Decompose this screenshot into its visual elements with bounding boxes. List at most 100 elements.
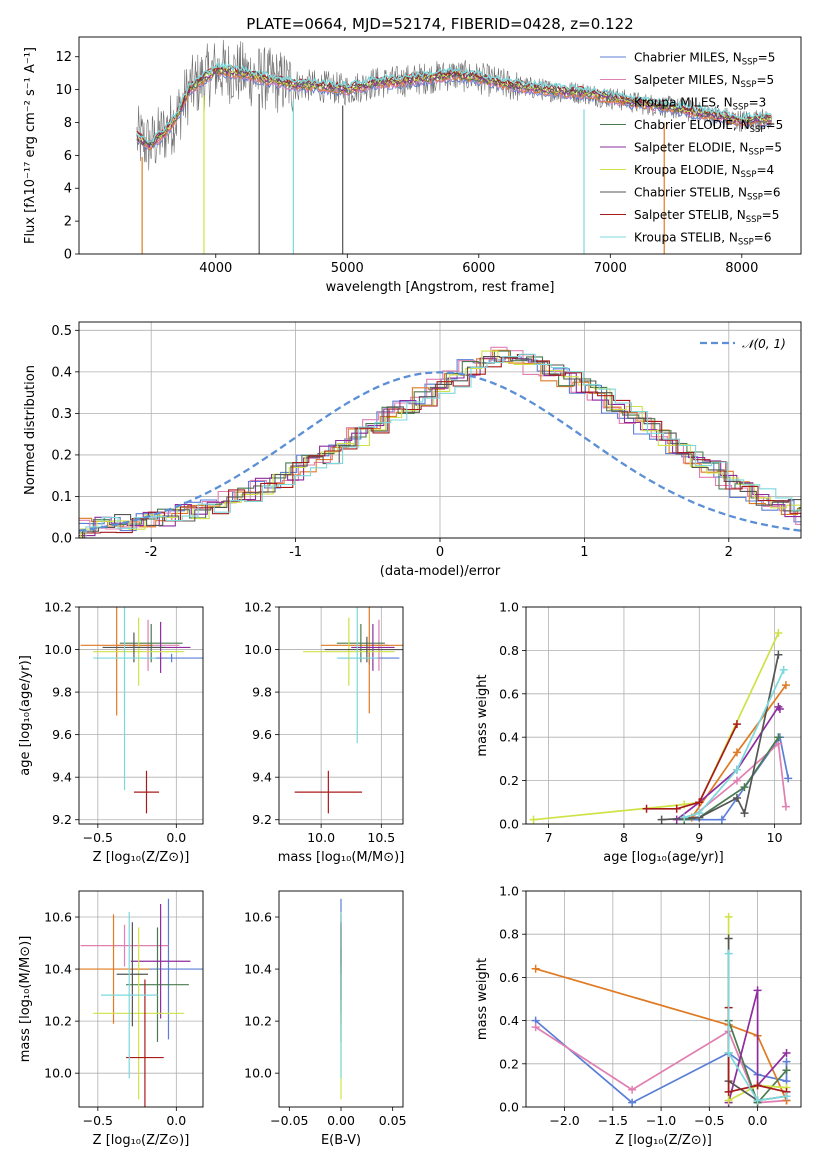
y-tick-label: 10.6 — [244, 910, 272, 925]
x-tick-label: 4000 — [199, 261, 232, 276]
error-bar-point — [102, 632, 166, 663]
x-axis-label: (data-model)/error — [380, 564, 501, 579]
x-tick-label: 8 — [620, 830, 628, 845]
weight-marker — [740, 783, 749, 792]
error-bar-point — [321, 607, 403, 714]
legend-label: Salpeter MILES, NSSP=5 — [634, 73, 774, 90]
weight-marker — [642, 804, 651, 813]
weight-marker — [732, 765, 741, 774]
y-tick-label: 10.0 — [244, 642, 272, 657]
x-tick-label: 2 — [725, 545, 733, 560]
x-tick-label: 10 — [767, 830, 783, 845]
weight-marker — [732, 776, 741, 785]
y-tick-label: 9.8 — [252, 685, 272, 700]
x-tick-label: 8000 — [725, 261, 758, 276]
error-bar-point — [80, 607, 153, 716]
panel-spectrum: 4000 5000 6000 7000 8000 0 2 4 6 8 10 12 wavelength … — [23, 36, 802, 295]
error-bar-point — [303, 617, 395, 686]
x-axis-label: mass [log₁₀(M/M⊙)] — [278, 850, 405, 865]
y-tick-label: 9.2 — [252, 812, 272, 827]
x-tick-label: 0 — [436, 545, 444, 560]
legend-label: 𝒩(0, 1) — [742, 337, 786, 351]
x-tick-label: 6000 — [462, 261, 495, 276]
y-tick-label: 0.6 — [499, 970, 519, 985]
y-tick-label: 10.4 — [44, 962, 72, 977]
error-bar-point — [93, 607, 156, 790]
y-tick-label: 10.6 — [44, 910, 72, 925]
weight-marker — [779, 665, 788, 674]
error-bar-point — [351, 624, 395, 671]
y-tick-label: 8 — [64, 116, 72, 131]
y-tick-label: 12 — [55, 50, 72, 65]
weight-marker — [753, 1081, 762, 1090]
weight-marker — [781, 802, 790, 811]
histogram-step — [83, 354, 801, 538]
weight-marker — [781, 681, 790, 690]
y-tick-label: 10.2 — [44, 1014, 72, 1029]
histogram-step — [80, 350, 801, 538]
y-tick-label: 10.2 — [44, 600, 72, 615]
model-spectrum-line — [136, 61, 772, 144]
error-bar-point — [336, 624, 385, 663]
error-bar-point — [126, 927, 189, 1042]
x-axis-label: Z [log₁₀(Z/Z⊙)] — [93, 1133, 190, 1148]
y-tick-label: 6 — [64, 149, 72, 164]
weight-marker — [740, 809, 749, 818]
weight-line — [683, 669, 785, 819]
y-axis-label: Flux [fλ10⁻¹⁷ erg cm⁻² s⁻¹ A⁻¹] — [23, 47, 38, 244]
weight-marker — [657, 815, 666, 824]
x-axis-label: E(B-V) — [321, 1133, 361, 1148]
weight-line — [646, 723, 738, 810]
plot-area — [294, 607, 403, 814]
legend-entry: Kroupa ELODIE, NSSP=4 — [600, 163, 774, 180]
weight-marker — [695, 809, 704, 818]
error-bar-point — [133, 770, 160, 814]
legend-label: Kroupa ELODIE, NSSP=4 — [634, 163, 774, 180]
x-tick-label: −0.05 — [270, 1113, 308, 1128]
x-axis-label: wavelength [Angstrom, rest frame] — [326, 280, 555, 295]
y-axis-label: age [log₁₀(age/yr)] — [18, 655, 33, 776]
figure-title: PLATE=0664, MJD=52174, FIBERID=0428, z=0… — [246, 15, 633, 33]
x-tick-label: -1 — [289, 545, 302, 560]
legend-label: Salpeter STELIB, NSSP=5 — [634, 208, 779, 225]
weight-marker — [774, 733, 783, 742]
x-tick-label: −1.5 — [598, 1113, 628, 1128]
y-tick-label: 0.4 — [499, 1013, 519, 1028]
y-tick-label: 9.2 — [52, 812, 72, 827]
axes-frame — [278, 890, 404, 1108]
x-tick-label: −0.5 — [83, 1113, 113, 1128]
normal-curve — [79, 371, 801, 532]
x-tick-label: 5000 — [331, 261, 364, 276]
y-tick-label: 1.0 — [499, 884, 519, 899]
legend-entry: Chabrier MILES, NSSP=5 — [600, 51, 775, 68]
legend-label: Chabrier ELODIE, NSSP=5 — [634, 118, 783, 135]
y-tick-label: 4 — [64, 182, 72, 197]
model-spectrum-line — [136, 67, 772, 148]
x-tick-label: −2.0 — [549, 1113, 579, 1128]
x-tick-label: 1 — [580, 545, 588, 560]
error-bar-point — [130, 904, 191, 1019]
weight-marker — [782, 1057, 791, 1066]
axes-frame — [525, 890, 802, 1108]
panel-mass_vs_EBV: −0.05 0.00 0.05 10.0 10.2 10.4 10.6 E(B-V) — [244, 890, 407, 1148]
y-tick-label: 0.4 — [499, 730, 519, 745]
weight-marker — [717, 815, 726, 824]
error-bar-point — [294, 770, 363, 814]
x-tick-label: −0.5 — [83, 830, 113, 845]
y-tick-label: 10.0 — [44, 642, 72, 657]
x-axis-label: age [log₁₀(age/yr)] — [603, 850, 724, 865]
weight-line — [691, 741, 787, 819]
panel-weight_vs_Z: −2.0 −1.5 −1.0 −0.5 0.0 0.0 0.2 0.4 0.6 0.8 1.0 Z [… — [475, 884, 802, 1148]
weight-marker — [724, 934, 733, 943]
x-tick-label: 0.00 — [327, 1113, 355, 1128]
y-tick-label: 0.5 — [51, 324, 72, 339]
y-tick-label: 2 — [64, 215, 72, 230]
x-tick-label: 0.0 — [748, 1113, 768, 1128]
y-tick-label: 0.0 — [499, 817, 519, 832]
weight-marker — [732, 748, 741, 757]
weight-line — [533, 632, 780, 821]
error-bar-point — [93, 927, 185, 1100]
histogram-step — [81, 355, 801, 538]
axes-frame — [278, 606, 404, 825]
x-tick-label: −1.0 — [646, 1113, 676, 1128]
